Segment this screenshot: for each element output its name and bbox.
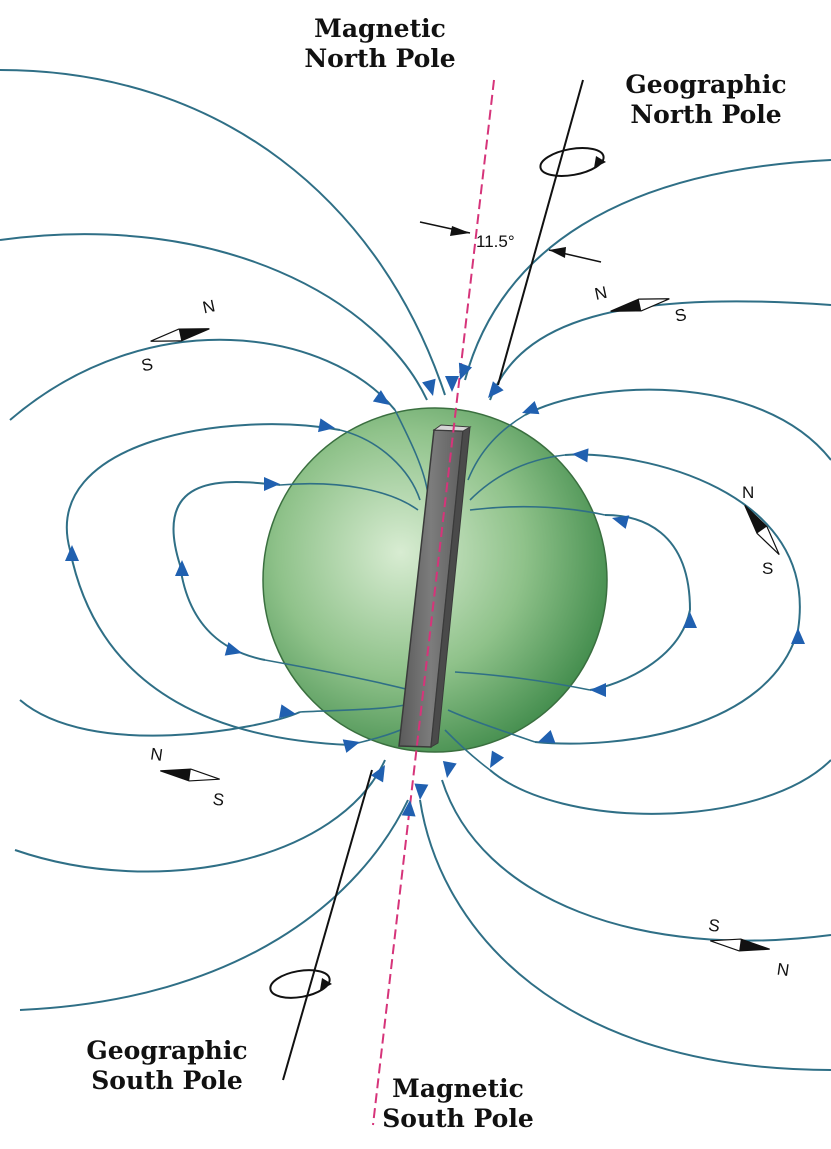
field-arrowhead — [458, 362, 473, 380]
field-arrowhead — [318, 418, 335, 433]
compass-label: N — [201, 296, 217, 317]
arrowheads — [65, 362, 805, 817]
label-line: Geographic — [86, 1036, 248, 1065]
inner-field-line — [279, 482, 419, 511]
field-arrowhead — [224, 642, 242, 656]
field-arrowhead — [279, 704, 296, 719]
geographic-axis-north — [497, 79, 584, 386]
field-arrowhead — [612, 515, 630, 529]
field-arrowhead — [522, 400, 540, 415]
geographic-south-pole-label: Geographic South Pole — [52, 1036, 282, 1096]
compass-label: S — [762, 559, 773, 578]
field-line — [604, 514, 691, 611]
field-arrowhead — [401, 800, 416, 817]
field-arrowhead — [442, 761, 457, 778]
field-lines — [0, 69, 831, 1071]
angle-indicator: 11.5° — [419, 221, 602, 263]
field-arrowhead — [372, 390, 390, 405]
inner-field-line — [469, 505, 606, 516]
field-arrowhead — [590, 683, 606, 697]
compass-left-bottom: N S — [149, 744, 226, 810]
field-arrowhead — [488, 381, 504, 398]
inner-field-line — [469, 454, 566, 501]
field-arrowhead — [683, 612, 697, 628]
field-arrowhead — [791, 628, 805, 644]
compass-label: N — [149, 744, 164, 765]
inner-field-line — [454, 671, 591, 691]
field-line — [534, 629, 799, 745]
label-line: Magnetic — [314, 14, 446, 43]
rotation-arrow-south — [269, 969, 332, 999]
inner-field-line — [299, 704, 406, 713]
field-line — [69, 549, 351, 746]
field-line — [66, 423, 341, 551]
inner-field-line — [467, 414, 526, 481]
inner-field-line — [339, 429, 421, 501]
compass-label: S — [212, 790, 226, 810]
field-line — [564, 453, 801, 631]
field-line — [419, 799, 831, 1071]
geographic-axis-south — [282, 769, 373, 1081]
compass-right-bottom: S N — [707, 916, 791, 980]
label-line: South Pole — [382, 1104, 534, 1133]
geographic-north-pole-label: Geographic North Pole — [596, 70, 816, 130]
field-arrowhead — [490, 750, 505, 768]
label-line: North Pole — [304, 44, 456, 73]
field-line — [0, 69, 446, 396]
field-line — [489, 300, 831, 401]
field-arrowhead — [414, 783, 429, 800]
magnetic-north-pole-label: Magnetic North Pole — [280, 14, 480, 74]
label-line: Magnetic — [392, 1074, 524, 1103]
field-arrowhead — [65, 545, 79, 561]
field-line — [464, 159, 831, 381]
field-line — [9, 338, 396, 421]
field-line — [14, 759, 386, 873]
field-line — [524, 388, 831, 461]
field-arrowhead — [538, 729, 556, 744]
field-arrowhead — [175, 560, 189, 576]
inner-field-line — [444, 729, 491, 771]
bar-magnet — [398, 424, 472, 748]
field-line — [19, 799, 409, 1011]
field-line — [489, 759, 831, 815]
magnetic-axis — [372, 79, 495, 1126]
inner-field-line — [264, 659, 411, 691]
compass-label: N — [776, 959, 791, 980]
angle-label: 11.5° — [476, 232, 515, 251]
inner-field-line — [447, 709, 536, 743]
field-arrowhead — [445, 376, 459, 392]
field-line — [0, 233, 428, 401]
compass-left-top: S N — [140, 296, 217, 376]
field-line — [589, 609, 691, 691]
inner-field-line — [394, 409, 429, 496]
compass-right-top: N S — [593, 283, 688, 326]
compass-label: S — [673, 305, 688, 326]
compass-label: N — [742, 483, 754, 502]
field-arrowhead — [342, 739, 360, 753]
field-arrowhead — [370, 765, 385, 783]
field-arrowhead — [422, 378, 436, 396]
compass-label: S — [140, 355, 155, 376]
field-line — [179, 564, 266, 661]
field-line — [19, 699, 301, 737]
label-line: South Pole — [91, 1066, 243, 1095]
field-arrowhead — [572, 448, 589, 463]
label-line: Geographic — [625, 70, 787, 99]
compass-right-middle — [744, 504, 780, 556]
field-arrowhead — [264, 477, 280, 491]
field-line — [441, 779, 831, 942]
magnetic-south-pole-label: Magnetic South Pole — [358, 1074, 558, 1134]
compass-label: S — [707, 916, 721, 936]
label-line: North Pole — [630, 100, 782, 129]
rotation-arrow-north — [539, 147, 606, 177]
field-line — [172, 481, 281, 566]
compass-label: N — [593, 283, 609, 304]
